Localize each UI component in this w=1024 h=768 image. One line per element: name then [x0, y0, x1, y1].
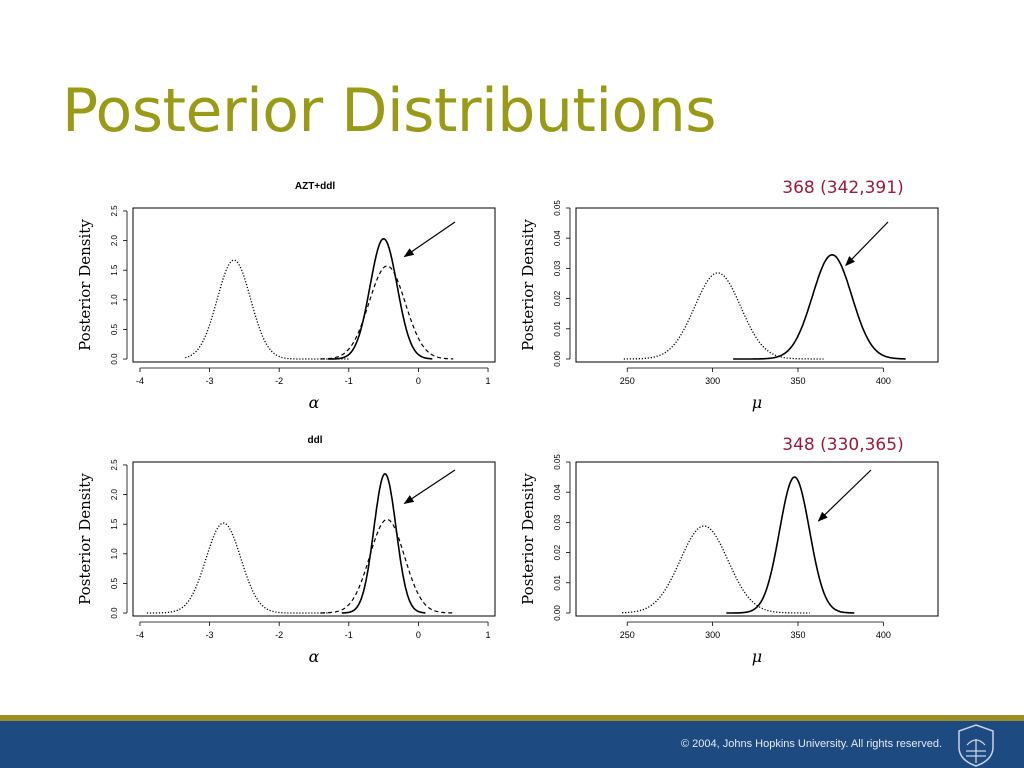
x-tick-label: -2 — [275, 630, 283, 640]
density-curve-dotted — [146, 522, 328, 614]
x-tick-label: 0 — [416, 376, 421, 386]
y-tick-label: 2.5 — [110, 205, 119, 217]
y-tick-label: 1.0 — [110, 294, 119, 306]
x-tick-label: -2 — [275, 376, 283, 386]
y-tick-label: 2.5 — [110, 459, 119, 471]
y-tick-label: 0.01 — [553, 574, 562, 590]
y-axis-label: Posterior Density — [519, 473, 537, 605]
x-tick-label: 300 — [705, 630, 720, 640]
density-curve-solid — [341, 473, 426, 614]
plot-frame — [575, 461, 939, 617]
x-tick-label: -4 — [136, 376, 144, 386]
footer-accent-band — [0, 715, 1024, 721]
y-axis-label: Posterior Density — [519, 219, 537, 351]
x-tick-label: 1 — [486, 376, 491, 386]
x-tick-label: 1 — [486, 630, 491, 640]
plot-frame — [132, 207, 496, 363]
chart-panel-mu-azt-ddl: 250 300 350 400 0.00 0.01 0.02 0.03 0.04 0.05 Post… — [519, 178, 939, 412]
x-tick-label: -3 — [206, 630, 214, 640]
chart-panel-alpha-azt-ddl: -4 -3 -2 -1 0 1 0.0 0.5 1.0 1.5 2.0 2.5 Posterior De… — [76, 181, 496, 412]
pointer-arrow — [403, 221, 456, 258]
y-tick-label: 0.05 — [553, 454, 562, 470]
y-tick-label: 0.04 — [553, 230, 562, 246]
estimate-interval-label: 368 (342,391) — [782, 178, 903, 198]
density-curve-dotted — [623, 272, 824, 360]
density-curve-dashed — [321, 265, 454, 360]
density-curve-dashed — [321, 518, 454, 614]
density-curve-solid — [327, 238, 433, 360]
chart-title: ddl — [308, 435, 323, 446]
estimate-interval-label: 348 (330,365) — [782, 435, 903, 455]
pointer-arrow — [845, 221, 889, 267]
y-tick-label: 0.04 — [553, 484, 562, 500]
x-tick-label: 250 — [620, 376, 635, 386]
university-shield-logo-icon — [958, 724, 994, 767]
x-axis-label: μ — [752, 647, 762, 666]
y-tick-label: 0.5 — [110, 323, 119, 335]
chart-title: AZT+ddl — [295, 181, 335, 192]
y-axis-label: Posterior Density — [76, 219, 94, 351]
x-axis-label: α — [309, 647, 320, 666]
pointer-arrow — [817, 469, 872, 522]
y-tick-label: 1.5 — [110, 264, 119, 276]
x-tick-label: -1 — [345, 376, 353, 386]
x-tick-label: 250 — [620, 630, 635, 640]
density-curve-solid — [733, 254, 906, 360]
plot-frame — [575, 207, 939, 363]
x-tick-label: -1 — [345, 630, 353, 640]
chart-panel-alpha-ddl: -4 -3 -2 -1 0 1 0.0 0.5 1.0 1.5 2.0 2.5 Posterior De… — [76, 435, 496, 666]
y-tick-label: 0.5 — [110, 577, 119, 589]
density-curve-dotted — [622, 525, 810, 614]
x-axis-label: μ — [752, 393, 762, 412]
copyright-text: © 2004, Johns Hopkins University. All ri… — [680, 738, 942, 750]
x-tick-label: -4 — [136, 630, 144, 640]
x-tick-label: -3 — [206, 376, 214, 386]
y-tick-label: 0.02 — [553, 544, 562, 560]
chart-panel-mu-ddl: 250 300 350 400 0.00 0.01 0.02 0.03 0.04 0.05 Post… — [519, 435, 939, 666]
x-axis-label: α — [309, 393, 320, 412]
x-tick-label: 400 — [876, 376, 891, 386]
x-tick-label: 0 — [416, 630, 421, 640]
density-curve-dotted — [185, 259, 349, 360]
y-axis-label: Posterior Density — [76, 473, 94, 605]
y-tick-label: 2.0 — [110, 234, 119, 246]
slide-title: Posterior Distributions — [62, 76, 717, 146]
y-tick-label: 0.0 — [110, 353, 119, 365]
y-tick-label: 0.00 — [553, 605, 562, 621]
y-tick-label: 2.0 — [110, 488, 119, 500]
y-tick-label: 0.01 — [553, 320, 562, 336]
y-tick-label: 1.5 — [110, 518, 119, 530]
y-tick-label: 0.05 — [553, 200, 562, 216]
pointer-arrow — [403, 469, 456, 505]
y-tick-label: 1.0 — [110, 548, 119, 560]
posterior-plots: -4 -3 -2 -1 0 1 0.0 0.5 1.0 1.5 2.0 2.5 Posterior De… — [76, 178, 939, 666]
y-tick-label: 0.02 — [553, 290, 562, 306]
y-tick-label: 0.03 — [553, 260, 562, 276]
y-tick-label: 0.03 — [553, 514, 562, 530]
x-tick-label: 400 — [876, 630, 891, 640]
density-curve-solid — [726, 476, 855, 614]
x-tick-label: 350 — [790, 630, 805, 640]
x-tick-label: 300 — [705, 376, 720, 386]
slide-footer: © 2004, Johns Hopkins University. All ri… — [0, 721, 1024, 768]
y-tick-label: 0.0 — [110, 607, 119, 619]
plot-frame — [132, 461, 496, 617]
x-tick-label: 350 — [790, 376, 805, 386]
y-tick-label: 0.00 — [553, 351, 562, 367]
